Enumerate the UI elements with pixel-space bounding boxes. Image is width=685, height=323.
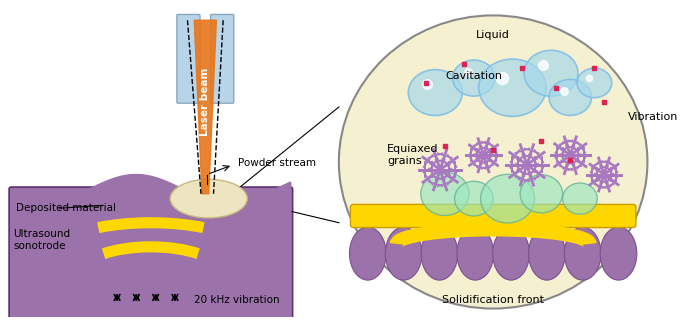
Ellipse shape [385,227,422,280]
Text: Powder stream: Powder stream [238,158,316,168]
Ellipse shape [349,227,386,280]
Ellipse shape [457,227,494,280]
FancyBboxPatch shape [210,15,234,103]
Ellipse shape [421,227,458,280]
Ellipse shape [421,172,469,215]
Ellipse shape [529,227,565,280]
Ellipse shape [481,174,534,223]
Ellipse shape [562,183,597,214]
Polygon shape [195,20,216,194]
FancyBboxPatch shape [177,15,200,103]
Text: Vibration: Vibration [628,112,679,122]
Ellipse shape [524,50,578,96]
Text: 20 kHz vibration: 20 kHz vibration [195,295,280,305]
Ellipse shape [549,79,592,115]
Ellipse shape [520,175,562,213]
Text: Solidification front: Solidification front [442,295,544,305]
Ellipse shape [455,181,493,216]
Text: Liquid: Liquid [476,30,510,40]
Text: Cavitation: Cavitation [445,71,502,81]
FancyBboxPatch shape [9,187,292,319]
Ellipse shape [408,70,462,116]
Ellipse shape [170,179,247,218]
Text: Laser beam: Laser beam [200,68,210,136]
Polygon shape [11,174,290,317]
Ellipse shape [453,60,495,96]
Ellipse shape [564,227,601,280]
Ellipse shape [339,16,647,308]
Ellipse shape [600,227,637,280]
FancyBboxPatch shape [351,204,636,227]
Text: Equiaxed
grains: Equiaxed grains [387,144,438,166]
Text: Ultrasound
sonotrode: Ultrasound sonotrode [13,229,70,251]
Text: Deposited material: Deposited material [16,203,116,213]
Ellipse shape [577,68,612,98]
Ellipse shape [479,59,546,116]
Ellipse shape [493,227,530,280]
